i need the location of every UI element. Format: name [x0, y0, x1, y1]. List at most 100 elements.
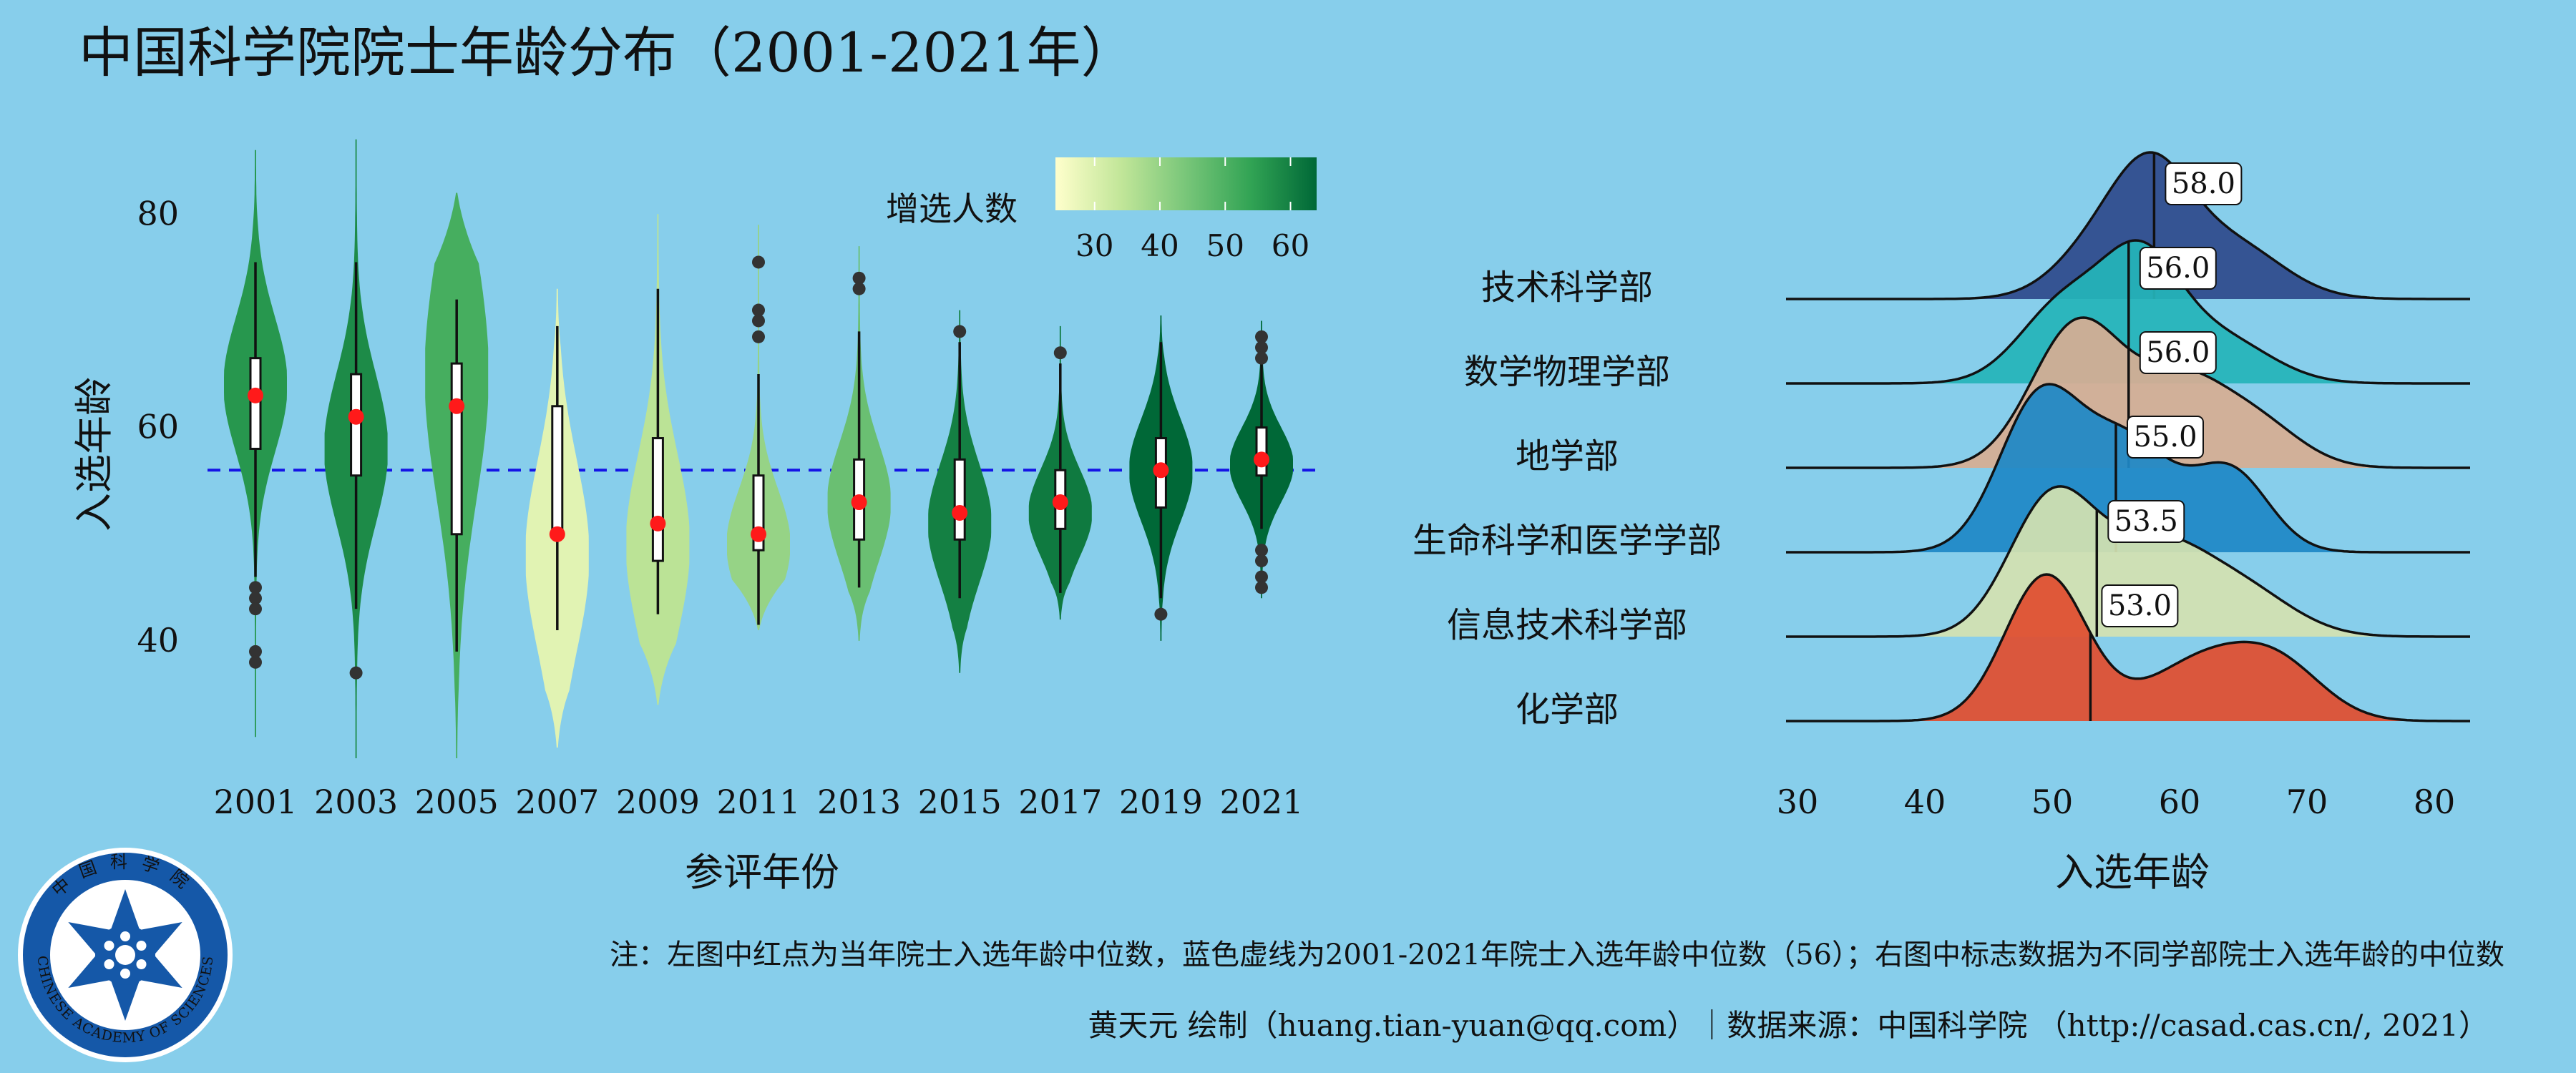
violin-outlier — [852, 271, 866, 285]
violin-outlier — [953, 325, 967, 338]
ridge-category-label: 生命科学和医学学部 — [1413, 521, 1722, 561]
ridge-category-label: 化学部 — [1516, 690, 1619, 730]
violin-outlier — [1255, 554, 1268, 568]
violin-iqr-box — [551, 405, 564, 536]
y-tick-label: 60 — [137, 408, 179, 446]
ridgeline-x-axis-label: 入选年龄 — [2055, 850, 2210, 895]
violin-iqr-box — [350, 373, 363, 477]
violin-median-point — [851, 494, 867, 511]
ridge-技术科学部: 58.0 — [1786, 151, 2470, 300]
ridge-outline — [1786, 316, 2470, 469]
violin-2013 — [827, 246, 891, 641]
ridge-outline — [1786, 151, 2470, 300]
violin-outlier — [1255, 351, 1268, 365]
ridge-category-label: 数学物理学部 — [1464, 352, 1670, 392]
violin-median-point — [1153, 462, 1169, 479]
footnote: 注：左图中红点为当年院士入选年龄中位数，蓝色虚线为2001-2021年院士入选年… — [610, 939, 2504, 971]
ridge-信息技术科学部: 53.5 — [1786, 485, 2470, 638]
x-tick-label: 2005 — [415, 783, 499, 821]
ridge-x-tick-label: 40 — [1904, 783, 1946, 821]
x-tick-label: 2013 — [817, 783, 901, 821]
page-title: 中国科学院院士年龄分布（2001-2021年） — [79, 21, 1136, 84]
violin-y-axis-ticks: 40 60 80 — [137, 194, 179, 660]
ridge-median-label-box — [2139, 247, 2217, 290]
x-tick-label: 2017 — [1018, 783, 1102, 821]
violin-outlier — [852, 282, 866, 295]
x-tick-label: 2011 — [716, 783, 800, 821]
violin-2017 — [1028, 325, 1092, 620]
ridge-x-tick-label: 30 — [1777, 783, 1819, 821]
violin-median-point — [1254, 451, 1269, 468]
ridge-median-label-box — [2101, 584, 2179, 627]
violin-outlier — [752, 314, 765, 328]
violin-outlier — [249, 645, 262, 658]
x-tick-label: 2001 — [213, 783, 297, 821]
ridge-area — [1786, 384, 2470, 552]
violin-outlier — [752, 255, 765, 269]
x-tick-label: 2009 — [616, 783, 700, 821]
violin-median-point — [650, 515, 666, 531]
violin-median-point — [248, 387, 263, 403]
x-tick-label: 2007 — [515, 783, 599, 821]
ridge-x-tick-label: 70 — [2286, 783, 2328, 821]
violin-outlier — [249, 602, 262, 616]
ridge-地学部: 56.0 — [1786, 316, 2470, 469]
violin-2021 — [1230, 320, 1293, 599]
violin-iqr-box — [1255, 426, 1268, 477]
violin-outlier — [1255, 340, 1268, 354]
violin-2009 — [626, 214, 690, 705]
violin-x-axis-ticks: 2001 2003 2005 2007 2009 2011 2013 2015 2017 2019… — [213, 783, 1303, 821]
credit-line: 黄天元 绘制（huang.tian-yuan@qq.com）｜数据来源：中国科学… — [1088, 1008, 2489, 1043]
ridge-median-label: 56.0 — [2146, 252, 2210, 285]
ridge-median-label: 53.0 — [2108, 589, 2172, 622]
violin-outlier — [1255, 581, 1268, 594]
violin-outlier — [1154, 607, 1168, 621]
ridge-生命科学和医学学部: 55.0 — [1786, 383, 2470, 554]
ridge-category-label: 地学部 — [1516, 436, 1619, 476]
ridge-area — [1786, 574, 2470, 721]
violin-outlier — [752, 303, 765, 317]
violin-2019 — [1129, 315, 1193, 641]
colorbar-gradient — [1055, 157, 1317, 210]
ridge-median-label-box — [2127, 416, 2204, 459]
ridge-median-label-box — [2139, 331, 2217, 374]
ridge-median-label-box — [2107, 500, 2185, 543]
ridge-area — [1786, 152, 2470, 299]
colorbar-title: 增选人数 — [886, 190, 1018, 228]
violin-outlier — [752, 330, 765, 343]
colorbar-tick-label: 60 — [1272, 228, 1309, 263]
violin-2001 — [224, 150, 287, 738]
violin-median-point — [348, 408, 364, 425]
violin-outlier — [249, 581, 262, 594]
x-tick-label: 2003 — [314, 783, 398, 821]
y-tick-label: 80 — [137, 194, 179, 232]
y-tick-label: 40 — [137, 621, 179, 660]
violin-outlier — [249, 592, 262, 605]
violin-outlier — [249, 655, 262, 669]
ridge-数学物理学部: 56.0 — [1786, 239, 2470, 385]
violin-2003 — [324, 139, 388, 758]
colorbar-ticks: 30 40 50 60 — [1075, 157, 1309, 263]
violin-2007 — [525, 288, 589, 748]
violin-2011 — [727, 225, 790, 630]
violin-series — [224, 139, 1293, 758]
ridge-化学部: 53.0 — [1786, 573, 2470, 722]
colorbar-tick-label: 40 — [1141, 228, 1179, 263]
violin-median-point — [952, 504, 968, 521]
ridge-outline — [1786, 573, 2470, 722]
ridge-median-label-box — [2165, 162, 2243, 205]
violin-2015 — [928, 310, 992, 673]
violin-iqr-box — [651, 437, 664, 562]
violin-outlier — [1255, 330, 1268, 343]
ridge-area — [1786, 486, 2470, 637]
violin-iqr-box — [249, 357, 262, 450]
violin-x-axis-label: 参评年份 — [685, 850, 839, 895]
ridge-category-label: 信息技术科学部 — [1447, 605, 1687, 645]
x-tick-label: 2019 — [1119, 783, 1203, 821]
ridge-x-tick-label: 60 — [2159, 783, 2201, 821]
ridge-median-label: 58.0 — [2172, 167, 2235, 200]
ridge-median-label: 55.0 — [2133, 421, 2197, 454]
